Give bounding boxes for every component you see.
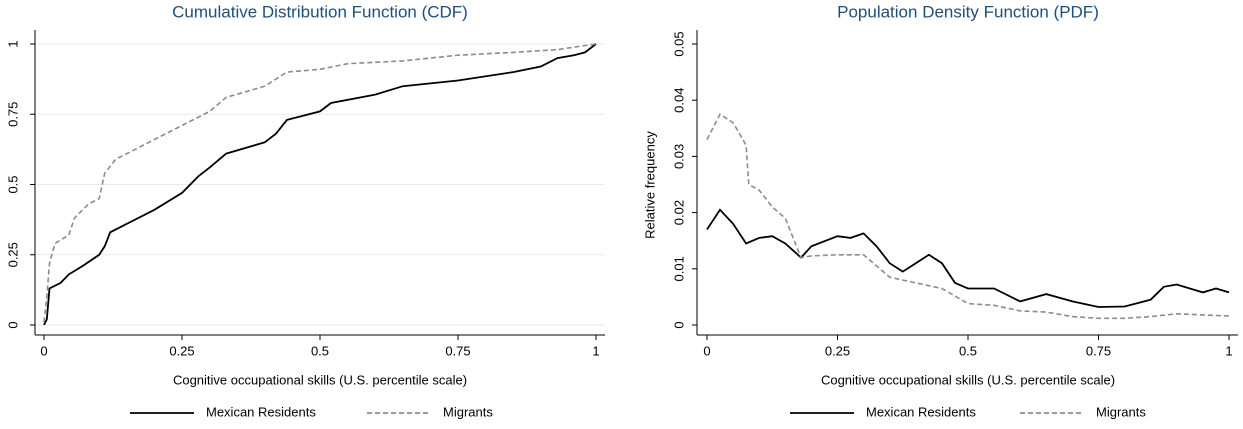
y-tick-label: 1 [5, 40, 20, 47]
y-tick-label: 0.5 [5, 175, 20, 193]
y-tick-label: 0 [5, 321, 20, 328]
legend-label: Mexican Residents [206, 404, 316, 419]
legend-label: Mexican Residents [866, 404, 976, 419]
y-tick-label: 0.03 [671, 144, 686, 169]
series-line [706, 113, 1230, 320]
legend-label: Migrants [1096, 404, 1146, 419]
x-tick-label: 0.75 [445, 343, 470, 358]
y-tick-label: 0.05 [671, 31, 686, 56]
x-tick-label: 1 [592, 343, 599, 358]
y-tick-label: 0 [671, 321, 686, 328]
y-tick-label: 0.01 [671, 256, 686, 281]
x-tick-label: 0.5 [311, 343, 329, 358]
y-tick-label: 0.25 [5, 242, 20, 267]
series-line [706, 208, 1230, 308]
x-axis-label: Cognitive occupational skills (U.S. perc… [173, 372, 467, 387]
y-tick-label: 0.04 [671, 88, 686, 113]
x-tick-label: 0 [703, 343, 710, 358]
chart-title: Cumulative Distribution Function (CDF) [172, 2, 468, 21]
x-tick-label: 0.25 [825, 343, 850, 358]
x-tick-label: 0 [40, 343, 47, 358]
legend-label: Migrants [443, 404, 493, 419]
x-tick-label: 0.75 [1086, 343, 1111, 358]
x-axis-label: Cognitive occupational skills (U.S. perc… [821, 372, 1115, 387]
x-tick-label: 0.25 [169, 343, 194, 358]
chart-title: Population Density Function (PDF) [837, 2, 1099, 21]
x-tick-label: 0.5 [959, 343, 977, 358]
x-tick-label: 1 [1225, 343, 1232, 358]
y-tick-label: 0.02 [671, 200, 686, 225]
y-tick-label: 0.75 [5, 102, 20, 127]
y-axis-label: Relative frequency [642, 131, 657, 239]
series-line [43, 43, 597, 323]
series-line [43, 43, 597, 326]
